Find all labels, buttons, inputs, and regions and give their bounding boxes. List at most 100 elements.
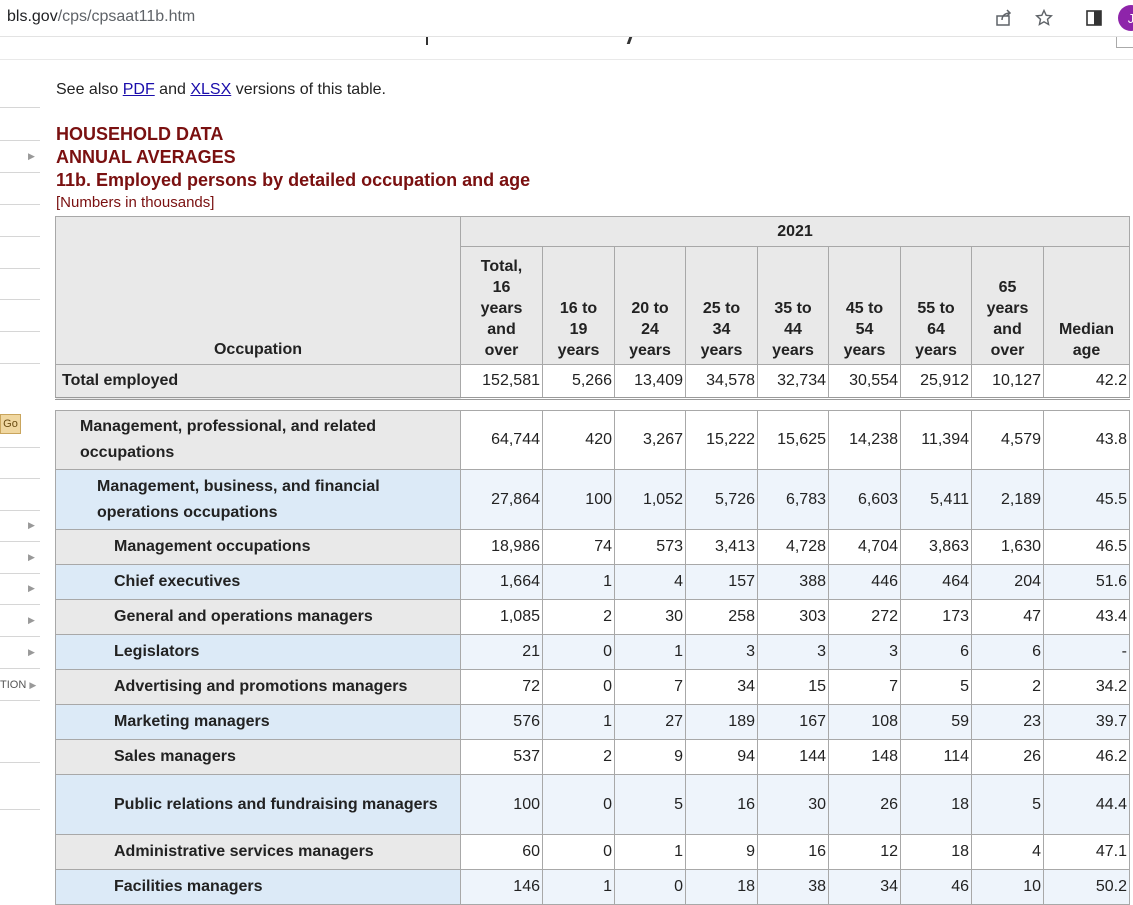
sidebar-arrow-icon[interactable]: ▶ [28, 151, 35, 161]
value-cell: 43.8 [1043, 410, 1130, 470]
table-row: Marketing managers 576 1 27 189 167 108 59 23 39.… [55, 704, 1130, 740]
sidebar-divider [0, 762, 40, 763]
value-cell: 1,052 [614, 469, 686, 530]
column-header[interactable]: 25 to 34 years [685, 246, 758, 365]
occupation-label: Management occupations [55, 529, 461, 565]
sidebar-divider [0, 172, 40, 173]
column-header[interactable]: 16 to 19 years [542, 246, 615, 365]
value-cell: 47.1 [1043, 834, 1130, 870]
value-cell: 1,085 [460, 599, 543, 635]
occupation-header[interactable]: Occupation [55, 216, 461, 365]
column-header[interactable]: Median age [1043, 246, 1130, 365]
sidebar-arrow-icon: ▶ [29, 680, 37, 690]
xlsx-link[interactable]: XLSX [190, 81, 232, 98]
value-cell: 60 [460, 834, 543, 870]
column-header[interactable]: Total, 16 years and over [460, 246, 543, 365]
value-cell: 30,554 [828, 364, 901, 400]
sidebar-arrow-icon[interactable]: ▶ [28, 520, 35, 530]
sidebar-go-button[interactable]: Go [0, 414, 21, 434]
column-header-line: and [993, 321, 1022, 338]
value-cell: 30 [757, 774, 829, 835]
value-cell: 6 [900, 634, 972, 670]
occupation-age-table: Occupation 2021 Total, 16 years and over 16 t… [55, 216, 1130, 905]
sidebar-item-label: TION [0, 679, 27, 691]
cut-off-glyph [426, 37, 428, 45]
value-cell: 1 [614, 834, 686, 870]
occupation-label: Management, professional, and related oc… [55, 410, 461, 470]
share-icon[interactable] [992, 6, 1016, 30]
column-header[interactable]: 45 to 54 years [828, 246, 901, 365]
value-cell: 1 [614, 634, 686, 670]
value-cell: 6 [971, 634, 1044, 670]
value-cell: 189 [685, 704, 758, 740]
occupation-label: General and operations managers [55, 599, 461, 635]
column-header[interactable]: 65 years and over [971, 246, 1044, 365]
sidebar-divider [0, 107, 40, 108]
value-cell: 146 [460, 869, 543, 905]
value-cell: 2 [542, 599, 615, 635]
sidebar-arrow-icon[interactable]: ▶ [28, 647, 35, 657]
value-cell: 167 [757, 704, 829, 740]
table-row: Facilities managers 146 1 0 18 38 34 46 10 50.2 [55, 869, 1130, 905]
value-cell: 15 [757, 669, 829, 705]
value-cell: 43.4 [1043, 599, 1130, 635]
pdf-link[interactable]: PDF [122, 81, 155, 98]
column-header-line: 64 [927, 321, 945, 338]
bookmark-star-icon[interactable] [1032, 6, 1056, 30]
units-note: [Numbers in thousands] [56, 194, 215, 211]
sidebar-divider [0, 140, 40, 141]
column-header-line: years [480, 300, 523, 317]
value-cell: 10 [971, 869, 1044, 905]
value-cell: 23 [971, 704, 1044, 740]
value-cell: 9 [685, 834, 758, 870]
value-cell: 4 [614, 564, 686, 600]
sidebar-arrow-icon[interactable]: ▶ [28, 615, 35, 625]
side-panel-icon[interactable] [1082, 6, 1106, 30]
value-cell: 15,222 [685, 410, 758, 470]
column-header-line: 16 [492, 279, 511, 296]
value-cell: 0 [542, 834, 615, 870]
value-cell: 32,734 [757, 364, 829, 400]
column-header-line: Median [1058, 321, 1115, 338]
url-field[interactable]: bls.gov/cps/cpsaat11b.htm [7, 8, 195, 26]
table-titles: HOUSEHOLD DATA ANNUAL AVERAGES 11b. Empl… [56, 123, 530, 192]
column-header-line: 16 to [559, 300, 598, 317]
profile-avatar[interactable]: J [1118, 5, 1133, 31]
sidebar-divider [0, 668, 40, 669]
year-header: 2021 [460, 216, 1130, 247]
column-header[interactable]: 20 to 24 years [614, 246, 686, 365]
value-cell: 11,394 [900, 410, 972, 470]
sidebar-item-cut[interactable]: TION ▶ [0, 679, 36, 691]
column-header[interactable]: 35 to 44 years [757, 246, 829, 365]
value-cell: 4,728 [757, 529, 829, 565]
value-cell: 446 [828, 564, 901, 600]
title-household-data: HOUSEHOLD DATA [56, 124, 224, 144]
table-row: Management, business, and financial oper… [55, 469, 1130, 530]
column-header-line: Total, [480, 258, 523, 275]
sidebar-divider [0, 299, 40, 300]
value-cell: 173 [900, 599, 972, 635]
occupation-label: Total employed [55, 364, 461, 400]
occupation-label: Sales managers [55, 739, 461, 775]
value-cell: 0 [542, 634, 615, 670]
table-row: Public relations and fundraising manager… [55, 774, 1130, 835]
column-header[interactable]: 55 to 64 years [900, 246, 972, 365]
table-row: Management, professional, and related oc… [55, 410, 1130, 470]
column-header-line: years [557, 342, 600, 359]
table-row: Total employed 152,581 5,266 13,409 34,578 32… [55, 364, 1130, 400]
value-cell: 94 [685, 739, 758, 775]
value-cell: 2,189 [971, 469, 1044, 530]
value-cell: 64,744 [460, 410, 543, 470]
occupation-label: Chief executives [55, 564, 461, 600]
sidebar-arrow-icon[interactable]: ▶ [28, 583, 35, 593]
value-cell: 42.2 [1043, 364, 1130, 400]
cut-off-glyph [626, 37, 633, 44]
value-cell: 26 [971, 739, 1044, 775]
value-cell: 204 [971, 564, 1044, 600]
sidebar-arrow-icon[interactable]: ▶ [28, 552, 35, 562]
value-cell: 1 [542, 564, 615, 600]
value-cell: 47 [971, 599, 1044, 635]
title-annual-averages: ANNUAL AVERAGES [56, 147, 236, 167]
value-cell: 108 [828, 704, 901, 740]
value-cell: 1,664 [460, 564, 543, 600]
